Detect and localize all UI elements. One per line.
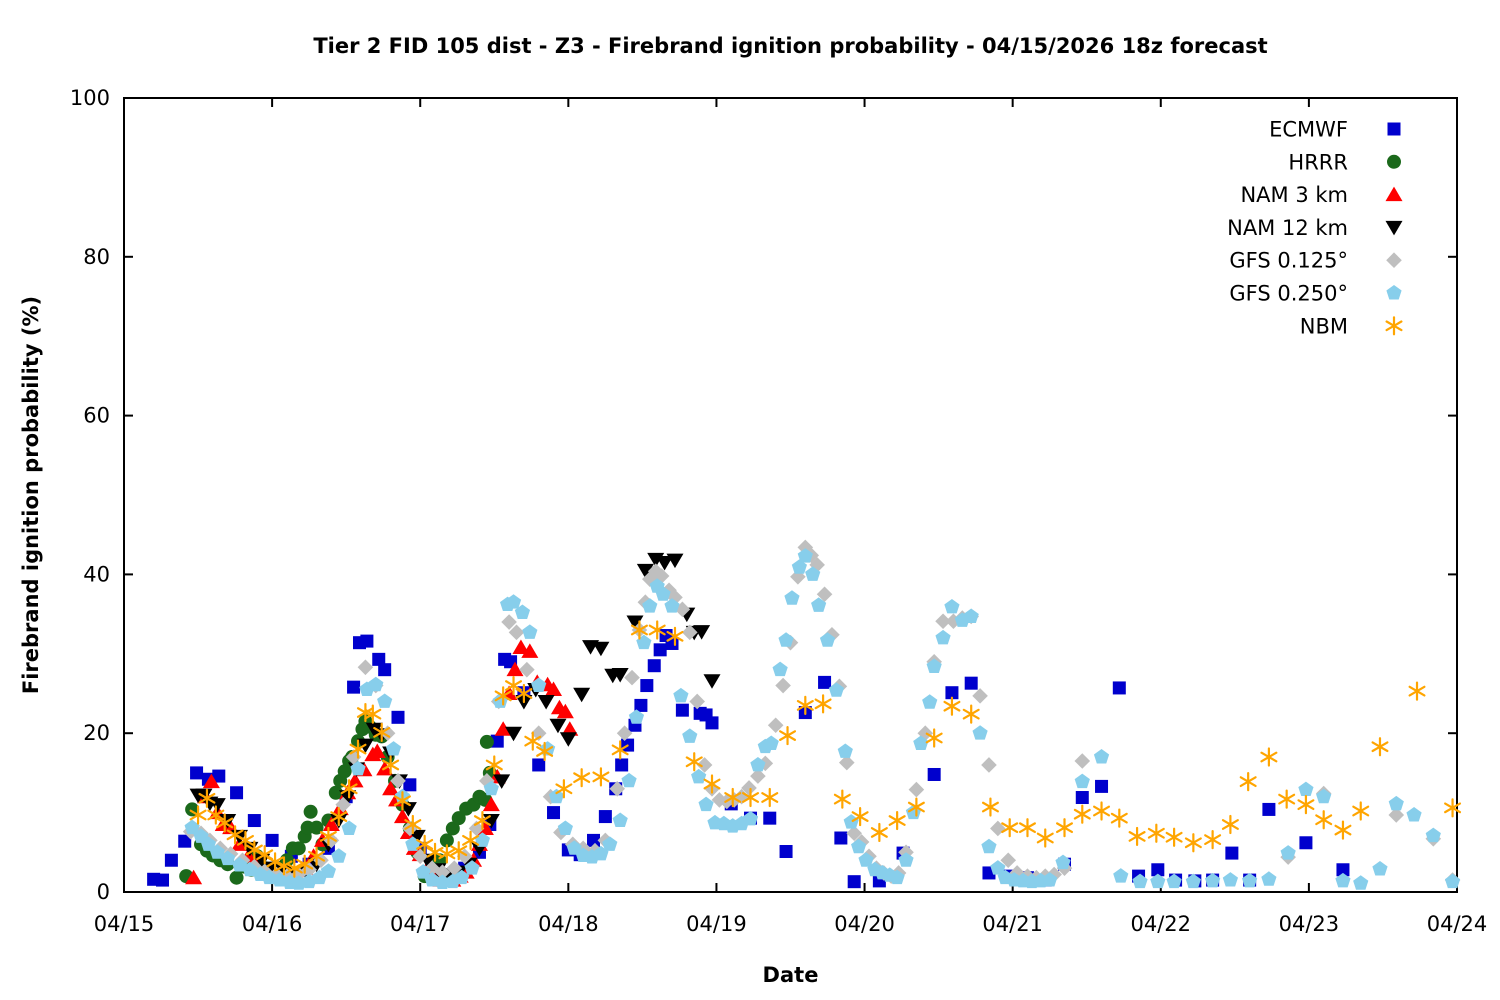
svg-text:40: 40 <box>83 562 110 586</box>
svg-text:04/21: 04/21 <box>982 912 1043 936</box>
legend-item-nam-12-km: NAM 12 km <box>1227 216 1403 240</box>
y-axis-ticks: 0 20 40 60 80 100 <box>70 86 1457 904</box>
legend-item-gfs-0-125-: GFS 0.125° <box>1229 249 1402 273</box>
svg-text:100: 100 <box>70 86 110 110</box>
svg-text:NAM 12 km: NAM 12 km <box>1227 216 1348 240</box>
svg-text:04/20: 04/20 <box>834 912 895 936</box>
svg-text:NAM 3 km: NAM 3 km <box>1240 183 1348 207</box>
svg-text:0: 0 <box>97 880 110 904</box>
svg-text:04/15: 04/15 <box>94 912 155 936</box>
svg-text:GFS 0.125°: GFS 0.125° <box>1229 249 1348 273</box>
x-axis-label: Date <box>762 963 819 987</box>
svg-text:04/16: 04/16 <box>242 912 303 936</box>
series-nbm <box>189 620 1462 878</box>
series-gfs-0-250- <box>184 548 1461 890</box>
legend-item-ecmwf: ECMWF <box>1269 118 1401 142</box>
legend-item-hrrr: HRRR <box>1288 150 1401 174</box>
legend: ECMWF HRRR NAM 3 km NAM 12 km GFS 0.125° GFS … <box>1227 118 1403 338</box>
svg-text:04/18: 04/18 <box>538 912 599 936</box>
svg-text:HRRR: HRRR <box>1288 150 1348 174</box>
legend-item-gfs-0-250-: GFS 0.250° <box>1229 282 1402 306</box>
svg-text:80: 80 <box>83 245 110 269</box>
svg-text:60: 60 <box>83 404 110 428</box>
legend-item-nbm: NBM <box>1300 314 1403 338</box>
svg-text:20: 20 <box>83 721 110 745</box>
svg-text:04/22: 04/22 <box>1131 912 1192 936</box>
svg-text:04/19: 04/19 <box>686 912 747 936</box>
svg-text:04/24: 04/24 <box>1427 912 1488 936</box>
svg-text:04/23: 04/23 <box>1279 912 1340 936</box>
series-nam-3-km <box>185 639 579 887</box>
plot-border <box>123 97 1458 893</box>
chart-title: Tier 2 FID 105 dist - Z3 - Firebrand ign… <box>313 34 1268 58</box>
svg-text:GFS 0.250°: GFS 0.250° <box>1229 282 1348 306</box>
x-axis-ticks: 04/15 04/16 04/17 04/18 04/19 04/20 04/21 04/22… <box>94 98 1488 936</box>
svg-text:ECMWF: ECMWF <box>1269 118 1348 142</box>
svg-text:04/17: 04/17 <box>390 912 451 936</box>
svg-text:NBM: NBM <box>1300 314 1348 338</box>
legend-item-nam-3-km: NAM 3 km <box>1240 183 1403 207</box>
